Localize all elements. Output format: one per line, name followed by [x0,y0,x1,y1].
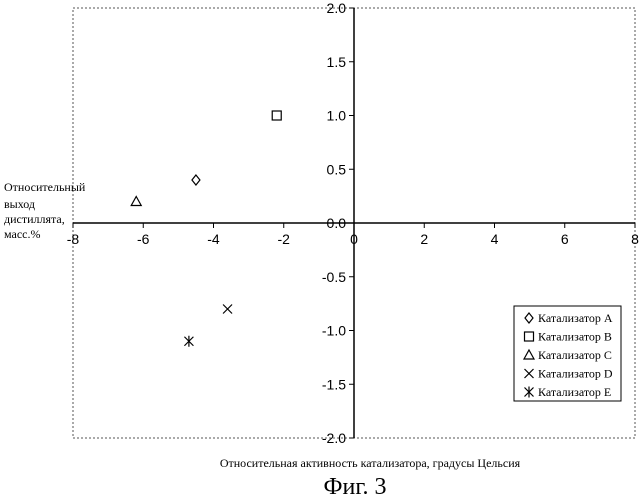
data-point-triangle [131,197,141,206]
data-point-diamond [192,175,200,185]
y-tick-label: -1.0 [322,323,346,339]
y-tick-label: 0.0 [327,215,347,231]
y-tick-label: -0.5 [322,269,346,285]
data-points [131,111,281,347]
x-tick-label: -6 [137,231,150,247]
data-point-star [184,336,193,347]
y-tick-label: -2.0 [322,430,346,446]
y-label-line-2: выход [4,197,35,211]
y-tick-label: 2.0 [327,0,347,16]
y-label-line-3: дистиллята, [4,212,65,226]
legend-entry-label: Катализатор C [538,348,612,362]
legend-entry-label: Катализатор D [538,367,613,381]
y-tick-label: 1.0 [327,108,347,124]
y-label-line-4: масс.% [4,227,41,241]
y-tick-label: 1.5 [327,54,347,70]
legend-entry-label: Катализатор A [538,311,613,325]
x-tick-label: -8 [67,231,80,247]
y-label-line-1: Относительный [4,180,86,194]
x-tick-label: 8 [631,231,639,247]
x-axis-label: Относительная активность катализатора, г… [220,456,521,470]
figure-caption: Фиг. 3 [324,474,387,500]
legend-entry-label: Катализатор B [538,330,612,344]
x-tick-label: -2 [278,231,291,247]
y-tick-label: 0.5 [327,161,347,177]
data-point-square [272,111,281,120]
data-point-x [223,305,232,314]
legend-entry-label: Катализатор E [538,385,611,399]
x-tick-label: 0 [350,231,358,247]
legend: Катализатор A Катализатор B Катализатор C К… [514,306,621,401]
x-tick-label: 6 [561,231,569,247]
x-tick-label: 4 [491,231,499,247]
x-tick-label: 2 [420,231,428,247]
y-tick-label: -1.5 [322,376,346,392]
x-tick-label: -4 [207,231,220,247]
